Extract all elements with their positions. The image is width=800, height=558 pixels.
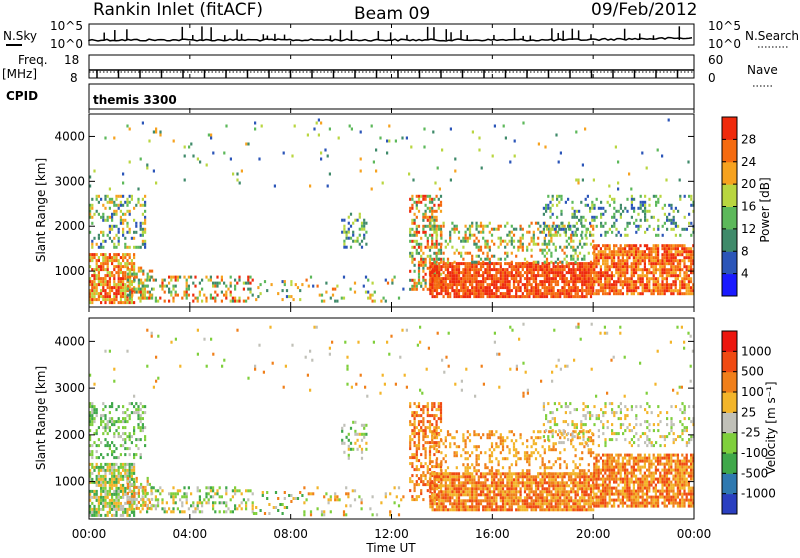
time-tick-label: 00:00 [677, 527, 712, 541]
freq-tick-top: 18 [64, 53, 79, 67]
colorbar-tick-label: -1000 [741, 487, 776, 501]
velocity-ylabel: Slant Range [km] [34, 366, 48, 470]
colorbar-swatch [722, 351, 737, 372]
colorbar-swatch [722, 453, 737, 474]
colorbar-swatch [722, 433, 737, 454]
colorbar-swatch [722, 274, 737, 297]
noise-right-tick-bottom: 10^0 [708, 37, 741, 51]
nave-tick-bottom: 0 [708, 71, 716, 85]
velocity-yaxis: 1000 2000 3000 4000 [54, 334, 694, 488]
colorbar-tick-label: 12 [741, 222, 756, 236]
time-tick-label: 20:00 [576, 527, 611, 541]
noise-left-label: N.Sky [3, 29, 37, 43]
colorbar-tick-label: 28 [741, 132, 756, 146]
freq-tick-bottom: 8 [70, 71, 78, 85]
colorbar-swatch [722, 162, 737, 185]
colorbar-swatch [722, 229, 737, 252]
colorbar-swatch [722, 473, 737, 494]
velocity-heatmap [89, 323, 695, 517]
cpid-value: themis 3300 [93, 93, 177, 107]
colorbar-swatch [722, 331, 737, 352]
noise-left-tick-bottom: 10^0 [50, 37, 83, 51]
colorbar-swatch [722, 207, 737, 230]
colorbar-swatch [722, 139, 737, 162]
colorbar-tick-label: 100 [741, 385, 764, 399]
colorbar-tick-label: 20 [741, 177, 756, 191]
noise-left-tick-top: 10^5 [50, 19, 83, 33]
colorbar-swatch [722, 372, 737, 393]
cpid-panel-frame [89, 84, 694, 109]
power-colorbar-label: Power [dB] [758, 177, 772, 242]
time-axis-label: Time UT [365, 541, 416, 554]
range-tick-label: 4000 [54, 334, 85, 348]
noise-right-tick-top: 10^5 [708, 19, 741, 33]
station-title: Rankin Inlet (fitACF) [93, 0, 263, 20]
colorbar-tick-label: -25 [741, 426, 761, 440]
time-tick-label: 00:00 [72, 527, 107, 541]
nave-tick-top: 60 [708, 53, 723, 67]
range-tick-label: 2000 [54, 428, 85, 442]
time-tick-label: 04:00 [173, 527, 208, 541]
power-ylabel: Slant Range [km] [34, 158, 48, 262]
colorbar-swatch [722, 392, 737, 413]
time-tick-label: 08:00 [273, 527, 308, 541]
colorbar-tick-label: 1000 [741, 344, 772, 358]
freq-unit-label: [MHz] [2, 67, 37, 81]
range-tick-label: 1000 [54, 264, 85, 278]
freq-label: Freq. [18, 53, 48, 67]
beam-title: Beam 09 [354, 4, 430, 24]
noise-right-label: N.Search [745, 29, 799, 43]
date-title: 09/Feb/2012 [591, 0, 697, 20]
colorbar-tick-label: 8 [741, 244, 749, 258]
nave-label: Nave [747, 63, 778, 77]
range-tick-label: 3000 [54, 381, 85, 395]
noise-trace [89, 26, 692, 41]
velocity-colorbar-label: Velocity [m s⁻¹] [764, 381, 778, 474]
power-heatmap [89, 119, 695, 305]
colorbar-swatch [722, 251, 737, 274]
colorbar-tick-label: 16 [741, 200, 756, 214]
colorbar-swatch [722, 412, 737, 433]
colorbar-swatch [722, 117, 737, 140]
colorbar-swatch [722, 494, 737, 515]
colorbar-tick-label: 4 [741, 267, 749, 281]
range-tick-label: 3000 [54, 174, 85, 188]
cpid-label: CPID [6, 89, 38, 103]
time-tick-label: 12:00 [374, 527, 409, 541]
colorbar-tick-label: 25 [741, 405, 756, 419]
colorbar-tick-label: 24 [741, 155, 756, 169]
range-tick-label: 4000 [54, 129, 85, 143]
range-tick-label: 2000 [54, 219, 85, 233]
colorbar-swatch [722, 184, 737, 207]
power-colorbar: 4 8 12 16 20 24 28 [722, 117, 756, 297]
time-tick-label: 16:00 [475, 527, 510, 541]
colorbar-tick-label: 500 [741, 365, 764, 379]
range-tick-label: 1000 [54, 475, 85, 489]
